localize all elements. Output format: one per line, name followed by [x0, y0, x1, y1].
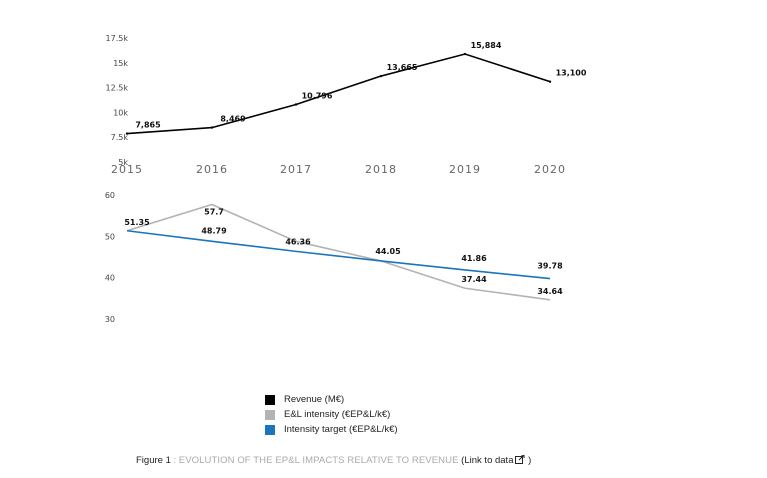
bottom-y-tick-label: 50 — [105, 232, 115, 241]
revenue-point — [463, 52, 467, 56]
legend-item-revenue[interactable]: Revenue (M€) — [265, 392, 398, 407]
figure-number: Figure 1 — [136, 455, 171, 466]
legend: Revenue (M€) E&L intensity (€EP&L/k€) In… — [265, 392, 398, 437]
legend-swatch-intensity-target — [265, 424, 275, 435]
x-tick-label: 2015 — [111, 163, 143, 176]
revenue-point — [548, 80, 552, 83]
legend-item-intensity-target[interactable]: Intensity target (€EP&L/k€) — [265, 422, 398, 437]
top-y-tick-label: 7.5k — [111, 133, 129, 142]
bottom-y-tick-label: 40 — [105, 274, 115, 283]
intensity-target-data-label: 39.78 — [537, 262, 563, 271]
x-tick-label: 2020 — [534, 163, 566, 176]
revenue-data-label: 8,469 — [220, 115, 246, 124]
x-tick-label: 2018 — [365, 163, 397, 176]
intensity-target-line — [126, 229, 551, 280]
legend-label-revenue: Revenue (M€) — [284, 394, 345, 405]
intensity-target-data-label: 41.86 — [461, 254, 487, 263]
el-intensity-data-label: 44.05 — [375, 247, 401, 256]
revenue-data-label: 13,665 — [387, 63, 418, 72]
bottom-y-tick-label: 60 — [105, 191, 115, 200]
revenue-line — [126, 53, 551, 135]
revenue-point — [125, 132, 129, 135]
legend-swatch-revenue — [265, 394, 275, 405]
revenue-data-label: 10,796 — [302, 92, 333, 101]
el-intensity-line — [126, 203, 551, 301]
figure-caption: Figure 1 : EVOLUTION OF THE EP&L IMPACTS… — [136, 454, 532, 467]
x-tick-label: 2019 — [449, 163, 481, 176]
top-y-tick-label: 12.5k — [106, 84, 129, 93]
caption-close-paren: ) — [525, 455, 532, 466]
el-intensity-data-label: 46.36 — [285, 237, 311, 246]
x-tick-label: 2017 — [280, 163, 312, 176]
revenue-data-label: 7,865 — [135, 121, 161, 130]
top-y-tick-label: 17.5k — [106, 34, 129, 43]
revenue-point — [379, 74, 383, 78]
el-intensity-data-label: 51.35 — [124, 218, 150, 227]
link-to-data-label: Link to data — [464, 455, 514, 466]
el-intensity-data-label: 37.44 — [461, 275, 487, 284]
legend-swatch-el-intensity — [265, 409, 275, 420]
top-y-tick-label: 10k — [113, 108, 128, 117]
legend-label-el-intensity: E&L intensity (€EP&L/k€) — [284, 409, 391, 420]
revenue-data-label: 15,884 — [471, 41, 502, 50]
el-intensity-data-label: 57.7 — [204, 208, 224, 217]
legend-label-intensity-target: Intensity target (€EP&L/k€) — [284, 424, 398, 435]
legend-item-el-intensity[interactable]: E&L intensity (€EP&L/k€) — [265, 407, 398, 422]
top-y-tick-label: 15k — [113, 59, 128, 68]
bottom-y-tick-label: 30 — [105, 315, 115, 324]
revenue-point — [210, 126, 214, 129]
caption-open-paren: ( — [458, 455, 465, 466]
caption-separator: : — [170, 455, 179, 466]
link-to-data[interactable]: Link to data — [464, 454, 525, 467]
figure-title: EVOLUTION OF THE EP&L IMPACTS RELATIVE T… — [178, 455, 459, 466]
revenue-point — [294, 103, 298, 106]
top-y-tick-label: 5k — [118, 158, 128, 167]
external-link-icon — [515, 454, 525, 467]
revenue-data-label: 13,100 — [556, 69, 587, 78]
el-intensity-data-label: 34.64 — [537, 287, 563, 296]
x-tick-label: 2016 — [196, 163, 228, 176]
intensity-target-data-label: 48.79 — [201, 226, 227, 235]
